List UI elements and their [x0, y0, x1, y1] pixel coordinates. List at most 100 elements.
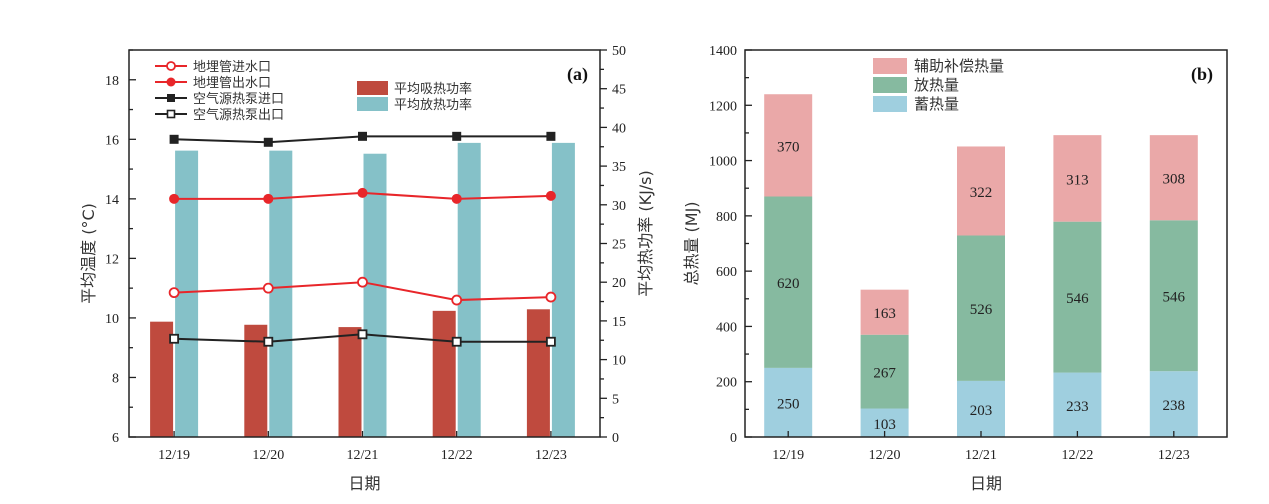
right-tick-label: 25	[612, 238, 626, 253]
data-label: 620	[777, 276, 800, 292]
marker-filled-square	[169, 134, 179, 144]
data-label: 267	[873, 366, 896, 382]
marker-open-square	[169, 333, 180, 344]
right-axis-title: 平均热功率 (KJ/s)	[636, 170, 655, 297]
right-tick-label: 50	[612, 44, 626, 59]
data-label: 250	[777, 396, 800, 412]
marker-open-circle	[545, 291, 557, 303]
right-tick-label: 0	[612, 431, 619, 446]
x-tick-label: 12/22	[1061, 448, 1093, 463]
left-tick-label: 6	[112, 431, 119, 446]
bar-absorb-12/22	[432, 310, 456, 437]
marker-filled-circle	[263, 193, 274, 204]
legend-label: 地埋管进水口	[193, 60, 271, 75]
legend-label: 空气源热泵进口	[193, 91, 284, 107]
x-tick-label: 12/19	[158, 448, 190, 463]
legend-label: 平均吸热功率	[394, 81, 472, 97]
data-label: 370	[777, 139, 800, 155]
data-label: 322	[970, 185, 993, 201]
marker-filled-square	[358, 131, 367, 141]
x-tick-label: 12/20	[252, 448, 284, 463]
stack-segment-12/20	[860, 289, 909, 335]
x-tick-label: 12/23	[1158, 448, 1190, 463]
legend-label: 地埋管出水口	[193, 76, 271, 91]
legend-label: 辅助补偿热量	[914, 57, 1004, 75]
left-tick-label: 12	[105, 252, 119, 267]
legend-label: 放热量	[914, 76, 959, 94]
bar-release-12/23	[551, 142, 575, 437]
legend-swatch	[873, 77, 907, 93]
marker-open-square	[546, 336, 556, 347]
panel-b-chart: 250 620 370 103 267 163 203 526 322 233 546 313 238 5…	[682, 44, 1228, 493]
stack-segment-12/20	[860, 334, 909, 409]
data-label: 203	[970, 403, 993, 419]
right-tick-label: 20	[612, 276, 626, 291]
right-tick-label: 35	[612, 160, 626, 175]
marker-filled-square	[546, 131, 556, 141]
bar-absorb-12/23	[526, 309, 550, 437]
marker-filled-circle	[169, 193, 180, 204]
marker-open-square	[263, 336, 274, 347]
y-tick-label: 0	[730, 431, 737, 446]
stack-segment-12/23	[1149, 220, 1198, 372]
x-tick-label: 12/20	[869, 448, 901, 463]
marker-open-circle	[357, 276, 368, 288]
y-tick-label: 400	[716, 320, 737, 335]
panel-label-b: (b)	[1191, 64, 1213, 85]
legend-swatch	[873, 96, 907, 112]
legend-swatch	[873, 58, 907, 74]
marker-filled-square	[263, 137, 273, 147]
legend-marker-filled-square	[167, 94, 175, 102]
legend-label: 空气源热泵出口	[193, 107, 284, 123]
x-tick-label: 12/22	[441, 448, 473, 463]
stack-segment-12/19	[764, 94, 813, 197]
marker-open-circle	[262, 282, 274, 294]
y-tick-label: 1400	[709, 44, 737, 59]
stack-segment-12/19	[764, 196, 813, 368]
stack-segment-12/22	[1053, 135, 1102, 222]
y-tick-label: 1000	[709, 155, 737, 170]
y-tick-label: 600	[716, 265, 737, 280]
left-tick-label: 18	[105, 74, 119, 89]
marker-filled-circle	[357, 187, 368, 198]
stack-segment-12/22	[1053, 372, 1102, 437]
bar-release-12/21	[363, 153, 387, 437]
bar-release-12/20	[269, 150, 293, 437]
marker-open-circle	[451, 294, 463, 306]
y-tick-label: 800	[716, 210, 737, 225]
data-label: 546	[1163, 290, 1186, 306]
data-label: 308	[1163, 172, 1186, 188]
stack-segment-12/22	[1053, 221, 1102, 373]
right-tick-label: 5	[612, 392, 619, 407]
legend-swatch	[357, 81, 388, 95]
x-axis-title: 日期	[970, 474, 1002, 493]
legend-marker-open-square	[166, 109, 176, 119]
marker-open-square	[357, 329, 368, 340]
data-label: 238	[1163, 398, 1186, 414]
legend-swatch	[357, 97, 388, 111]
marker-open-square	[451, 336, 462, 347]
y-axis-title: 总热量 (MJ)	[682, 201, 701, 285]
legend-marker-filled-circle	[166, 77, 176, 87]
bar-release-12/19	[175, 150, 199, 437]
data-label: 233	[1066, 399, 1089, 415]
bar-absorb-12/21	[338, 327, 362, 437]
data-label: 313	[1066, 172, 1089, 188]
legend-marker-open-circle	[166, 61, 176, 71]
bar-absorb-12/20	[244, 324, 268, 437]
left-axis-title: 平均温度 (°C)	[79, 203, 98, 304]
x-axis-title: 日期	[348, 474, 380, 493]
bar-absorb-12/19	[150, 321, 174, 437]
marker-filled-square	[452, 131, 462, 141]
legend-label: 蓄热量	[914, 95, 959, 113]
bar-release-12/22	[457, 142, 481, 437]
data-label: 103	[873, 417, 896, 433]
y-tick-label: 200	[716, 376, 737, 391]
marker-filled-circle	[451, 193, 462, 204]
panel-label-a: (a)	[567, 64, 588, 85]
left-tick-label: 10	[105, 312, 119, 327]
legend-label: 平均放热功率	[394, 97, 472, 113]
left-tick-label: 14	[105, 193, 119, 208]
marker-filled-circle	[545, 190, 556, 201]
